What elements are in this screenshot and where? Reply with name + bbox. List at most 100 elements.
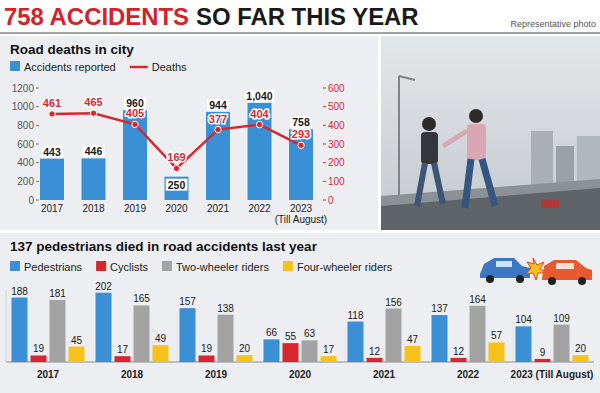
label-bg xyxy=(41,146,63,158)
data-label: 758 xyxy=(292,116,310,128)
y2-tick-label: 100 xyxy=(328,176,345,187)
data-label: 55 xyxy=(285,331,297,342)
bar xyxy=(134,305,150,362)
chart: 137 pedestrians died in road accidents l… xyxy=(6,239,594,380)
x-tick-label: 2019 xyxy=(205,369,228,380)
marker xyxy=(298,142,304,148)
x-tick-label: 2021 xyxy=(207,203,230,214)
y2-tick-label: 500 xyxy=(328,101,345,112)
x-tick-line: (Till August) xyxy=(275,214,327,225)
bar xyxy=(405,346,421,362)
data-label: 104 xyxy=(515,314,532,325)
data-label: 63 xyxy=(304,328,316,339)
bar xyxy=(206,112,230,200)
lamp-post xyxy=(398,76,400,201)
bar xyxy=(153,345,169,362)
data-label: 57 xyxy=(491,330,503,341)
data-label: 49 xyxy=(155,333,167,344)
bar xyxy=(451,358,467,362)
data-label: 47 xyxy=(407,334,419,345)
bar xyxy=(218,315,234,362)
bar xyxy=(165,177,189,200)
data-label: 202 xyxy=(95,281,112,292)
y-tick-label: 800 xyxy=(17,120,34,131)
crash-icon xyxy=(480,258,592,285)
canvas: 758 ACCIDENTS SO FAR THIS YEAR Representat… xyxy=(0,0,600,393)
bar xyxy=(264,339,280,362)
marker xyxy=(132,121,138,127)
legend-swatch xyxy=(283,261,293,271)
y2-tick-label: 0 xyxy=(328,195,334,206)
data-labels: 1882021576611813710419171955121291811651… xyxy=(11,281,586,358)
lamp-arm xyxy=(399,76,415,80)
x-tick-label: 2021 xyxy=(373,369,396,380)
data-label: 293 xyxy=(292,128,310,140)
bar xyxy=(40,159,64,200)
person xyxy=(443,131,467,146)
y2-tick xyxy=(323,181,326,182)
data-label: 188 xyxy=(11,286,28,297)
chart-title: 137 pedestrians died in road accidents l… xyxy=(10,239,318,254)
axis-line xyxy=(6,290,7,362)
data-label: 137 xyxy=(431,303,448,314)
wheel xyxy=(548,277,556,285)
baseline xyxy=(6,362,594,363)
x-tick-label: 2017 xyxy=(41,203,64,214)
y2-tick xyxy=(323,125,326,126)
data-label: 377 xyxy=(209,113,227,125)
plot-area xyxy=(40,103,313,200)
x-tick-label: 2017 xyxy=(37,369,60,380)
data-label: 138 xyxy=(217,303,234,314)
building xyxy=(531,131,553,191)
y-tick xyxy=(36,144,39,145)
wheel xyxy=(578,277,586,285)
headline-part: SO FAR THIS YEAR xyxy=(196,3,419,30)
legend-label: Four-wheeler riders xyxy=(297,261,393,273)
y-tick xyxy=(36,88,39,89)
y2-tick-label: 600 xyxy=(328,83,345,94)
data-label: 12 xyxy=(453,346,465,357)
legend-label: Accidents reported xyxy=(24,61,116,73)
data-label: 20 xyxy=(239,343,251,354)
data-label: 443 xyxy=(43,146,61,158)
bar xyxy=(489,342,505,362)
data-label: 164 xyxy=(469,294,486,305)
data-label: 109 xyxy=(553,313,570,324)
bar xyxy=(31,355,47,362)
photo-credit: Representative photo xyxy=(510,19,596,29)
bar xyxy=(69,347,85,362)
bar xyxy=(386,309,402,362)
legend-swatch xyxy=(10,61,20,71)
divider xyxy=(0,33,600,34)
bar xyxy=(12,298,28,362)
bar xyxy=(321,356,337,362)
data-label: 118 xyxy=(348,310,364,321)
data-label: 169 xyxy=(167,151,185,163)
x-tick-label: 2018 xyxy=(121,369,144,380)
person xyxy=(482,159,495,206)
x-tick-label: 2018 xyxy=(82,203,105,214)
chart-title: Road deaths in city xyxy=(10,42,134,57)
y-tick xyxy=(36,181,39,182)
data-label: 944 xyxy=(209,99,227,111)
label-bg xyxy=(83,145,105,157)
plot-area xyxy=(12,293,589,362)
x-tick-label: 2020 xyxy=(165,203,188,214)
legend-label: Deaths xyxy=(152,61,187,73)
data-label: 156 xyxy=(385,297,402,308)
bar xyxy=(248,103,272,200)
headline-part: 758 ACCIDENTS xyxy=(4,3,189,30)
car xyxy=(542,260,592,280)
bar xyxy=(180,308,196,362)
photo xyxy=(381,36,600,230)
y2-tick-label: 200 xyxy=(328,157,345,168)
y2-tick xyxy=(323,162,326,163)
bar xyxy=(237,355,253,362)
label-bg xyxy=(207,99,229,111)
x-tick-label: 2019 xyxy=(124,203,147,214)
legend-swatch xyxy=(162,261,172,271)
data-labels: 4434469602509441,04075846146540516937740… xyxy=(41,90,312,191)
y-tick-label: 400 xyxy=(17,157,34,168)
marker xyxy=(90,110,96,116)
y-tick-label: 0 xyxy=(28,195,34,206)
